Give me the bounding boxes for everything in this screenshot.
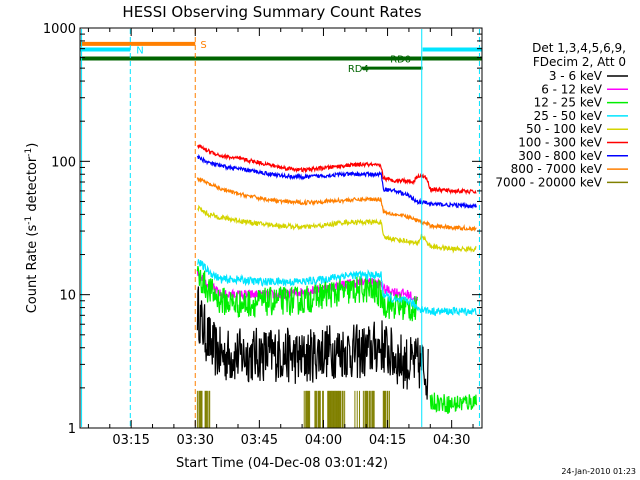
legend-label-25-50-kev: 25 - 50 keV bbox=[534, 109, 603, 123]
x-tick-label: 04:30 bbox=[433, 433, 470, 448]
y-axis-label-main: Count Rate (s bbox=[25, 225, 40, 314]
flags-layer: S N RD0 RD4 bbox=[80, 40, 482, 75]
flag-label-n: N bbox=[136, 45, 143, 56]
series-bars-7000-20000-kev bbox=[196, 390, 390, 428]
y-axis-label-end: ) bbox=[25, 143, 40, 148]
flag-label-rd0: RD0 bbox=[390, 55, 411, 66]
series-line-300-800-kev bbox=[196, 153, 477, 210]
legend-label-300-800-kev: 300 - 800 keV bbox=[518, 149, 602, 163]
series-line-12-25-kev bbox=[196, 265, 418, 322]
y-axis-label: Count Rate (s-1 detector-1) bbox=[24, 143, 40, 314]
x-tick-label: 04:15 bbox=[369, 433, 406, 448]
x-tick-label: 03:15 bbox=[112, 433, 149, 448]
y-tick-label: 1 bbox=[68, 422, 76, 437]
legend-label-7000-20000-kev: 7000 - 20000 keV bbox=[495, 175, 602, 189]
x-tick-label: 03:30 bbox=[177, 433, 214, 448]
vlines-layer bbox=[81, 29, 480, 427]
y-axis-label-sup2: -1 bbox=[24, 148, 34, 157]
series-line-12-25-kev-late bbox=[429, 392, 477, 414]
x-axis-label: Start Time (04-Dec-08 03:01:42) bbox=[176, 456, 388, 471]
y-axis-label-mid: detector bbox=[25, 156, 40, 216]
series-line-50-100-kev bbox=[197, 204, 477, 254]
legend-label-50-100-kev: 50 - 100 keV bbox=[526, 122, 603, 136]
legend-label-12-25-kev: 12 - 25 keV bbox=[534, 96, 603, 110]
chart-title: HESSI Observing Summary Count Rates bbox=[122, 3, 421, 21]
y-tick-label: 100 bbox=[51, 155, 76, 170]
series-line-100-300-kev bbox=[196, 144, 477, 196]
legend: Det 1,3,4,5,6,9, FDecim 2, Att 0 3 - 6 k… bbox=[495, 41, 628, 189]
flag-label-s: S bbox=[200, 40, 206, 51]
series-line-25-50-kev bbox=[196, 259, 477, 317]
x-tick-label: 04:00 bbox=[305, 433, 342, 448]
y-tick-label: 1000 bbox=[43, 22, 76, 37]
axes-layer: 03:15 03:30 03:45 04:00 04:15 04:30 1 10 100 1000 bbox=[43, 22, 482, 448]
legend-label-800-7000-kev: 800 - 7000 keV bbox=[511, 162, 603, 176]
series-line-3-6-kev bbox=[196, 286, 429, 400]
flag-label-rd4: RD4 bbox=[348, 64, 369, 75]
legend-header-line-1: Det 1,3,4,5,6,9, bbox=[532, 41, 626, 55]
legend-label-100-300-kev: 100 - 300 keV bbox=[518, 136, 602, 150]
y-tick-label: 10 bbox=[59, 289, 76, 304]
footer-date: 24-Jan-2010 01:23 bbox=[561, 467, 636, 476]
legend-label-3-6-kev: 3 - 6 keV bbox=[549, 69, 603, 83]
legend-label-6-12-kev: 6 - 12 keV bbox=[541, 82, 603, 96]
y-axis-label-sup1: -1 bbox=[24, 216, 34, 225]
legend-header-line-2: FDecim 2, Att 0 bbox=[533, 55, 626, 69]
x-tick-label: 03:45 bbox=[241, 433, 278, 448]
series-layer bbox=[196, 144, 477, 428]
series-line-800-7000-kev bbox=[196, 177, 477, 232]
